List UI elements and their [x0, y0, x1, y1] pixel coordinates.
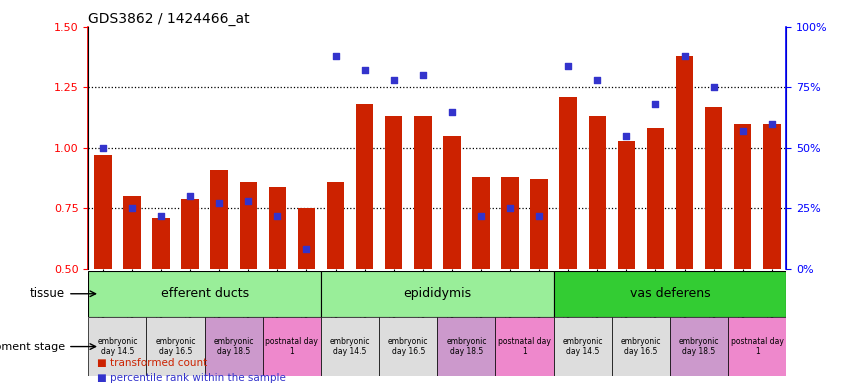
Bar [327, 182, 344, 269]
Bar [495, 317, 553, 376]
Bar [379, 317, 437, 376]
Bar [262, 317, 321, 376]
Text: ■ transformed count: ■ transformed count [97, 358, 207, 368]
Bar [385, 116, 402, 269]
Point [707, 84, 721, 91]
Bar [611, 317, 670, 376]
Text: embryonic
day 16.5: embryonic day 16.5 [156, 337, 196, 356]
Bar [670, 317, 728, 376]
Point [678, 53, 691, 59]
Point [96, 145, 109, 151]
Point [213, 200, 226, 207]
Text: postnatal day
1: postnatal day 1 [498, 337, 551, 356]
Text: development stage: development stage [0, 341, 65, 352]
Text: postnatal day
1: postnatal day 1 [266, 337, 319, 356]
Bar [553, 317, 612, 376]
Bar [728, 317, 786, 376]
Bar [204, 317, 262, 376]
Text: postnatal day
1: postnatal day 1 [731, 337, 784, 356]
Bar [414, 116, 431, 269]
Text: embryonic
day 14.5: embryonic day 14.5 [98, 337, 138, 356]
Text: tissue: tissue [30, 287, 65, 300]
Bar [443, 136, 461, 269]
Text: embryonic
day 18.5: embryonic day 18.5 [214, 337, 254, 356]
Point [736, 128, 749, 134]
Point [183, 193, 197, 199]
Text: vas deferens: vas deferens [630, 287, 711, 300]
Text: embryonic
day 18.5: embryonic day 18.5 [679, 337, 719, 356]
Bar [210, 170, 228, 269]
Point [154, 212, 167, 218]
Bar [88, 317, 146, 376]
Point [329, 53, 342, 59]
Bar [182, 199, 198, 269]
Bar [501, 177, 519, 269]
Bar [553, 271, 786, 317]
Bar [472, 177, 489, 269]
Text: embryonic
day 16.5: embryonic day 16.5 [621, 337, 661, 356]
Bar [88, 271, 321, 317]
Bar [647, 129, 664, 269]
Text: embryonic
day 16.5: embryonic day 16.5 [388, 337, 428, 356]
Bar [298, 209, 315, 269]
Text: efferent ducts: efferent ducts [161, 287, 249, 300]
Point [562, 63, 575, 69]
Point [387, 77, 400, 83]
Point [532, 212, 546, 218]
Bar [240, 182, 257, 269]
Point [358, 67, 372, 73]
Point [271, 212, 284, 218]
Bar [531, 179, 547, 269]
Text: GDS3862 / 1424466_at: GDS3862 / 1424466_at [88, 12, 250, 26]
Text: embryonic
day 14.5: embryonic day 14.5 [330, 337, 370, 356]
Point [648, 101, 662, 108]
Bar [437, 317, 495, 376]
Bar [705, 107, 722, 269]
Bar [559, 97, 577, 269]
Bar [321, 317, 379, 376]
Bar [123, 196, 140, 269]
Bar [152, 218, 170, 269]
Bar [146, 317, 204, 376]
Text: epididymis: epididymis [403, 287, 472, 300]
Bar [94, 155, 112, 269]
Point [620, 133, 633, 139]
Point [125, 205, 139, 212]
Point [590, 77, 604, 83]
Bar [321, 271, 553, 317]
Point [299, 247, 313, 253]
Point [445, 109, 458, 115]
Point [503, 205, 516, 212]
Bar [268, 187, 286, 269]
Text: embryonic
day 18.5: embryonic day 18.5 [447, 337, 487, 356]
Point [241, 198, 255, 204]
Point [416, 72, 430, 78]
Point [765, 121, 779, 127]
Point [474, 212, 488, 218]
Bar [589, 116, 606, 269]
Text: ■ percentile rank within the sample: ■ percentile rank within the sample [97, 373, 286, 383]
Bar [676, 56, 693, 269]
Text: embryonic
day 14.5: embryonic day 14.5 [563, 337, 603, 356]
Bar [356, 104, 373, 269]
Bar [734, 124, 751, 269]
Bar [617, 141, 635, 269]
Bar [763, 124, 780, 269]
